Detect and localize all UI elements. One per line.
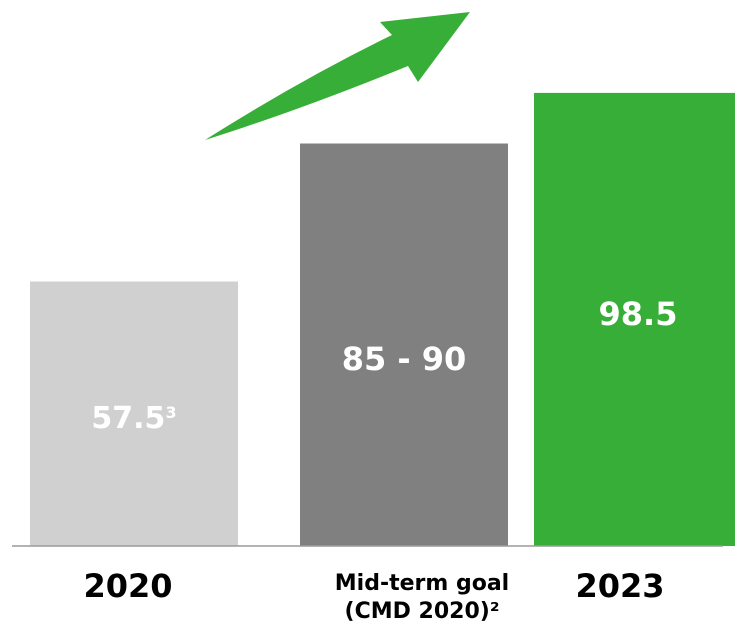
bar-2	[300, 143, 508, 546]
trend-arrow-icon	[205, 12, 470, 140]
bar-value-label-1: 57.53	[91, 401, 176, 436]
bar-1	[30, 281, 238, 546]
category-label-3: 2023	[575, 567, 664, 605]
category-label-1: 2020	[83, 567, 172, 605]
bar-3	[534, 92, 735, 547]
bar-value-label-2: 85 - 90	[342, 340, 467, 378]
bar-value-label-3: 98.5	[599, 295, 678, 333]
category-label-2: Mid-term goal (CMD 2020)²	[335, 571, 509, 624]
